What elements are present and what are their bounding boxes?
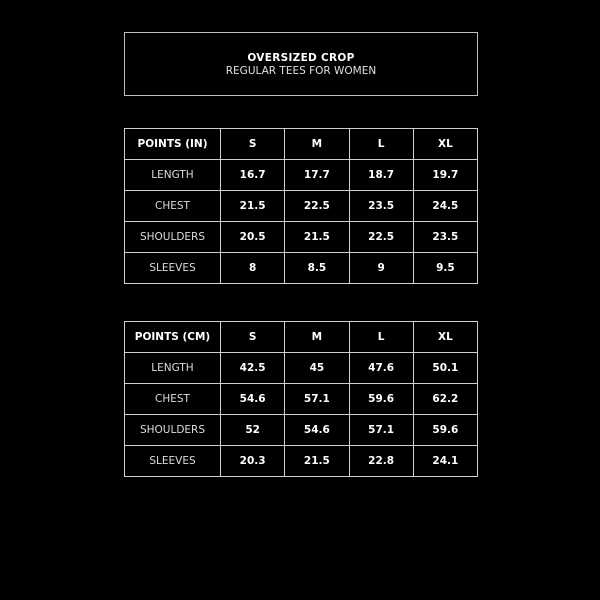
- header-row: POINTS (IN) S M L XL: [124, 128, 479, 160]
- size-header: M: [284, 128, 350, 160]
- measurement-value: 18.7: [348, 159, 414, 191]
- table-row: LENGTH 42.5 45 47.6 50.1: [124, 352, 479, 384]
- table-row: CHEST 54.6 57.1 59.6 62.2: [124, 383, 479, 415]
- measurement-label: SLEEVES: [124, 252, 221, 284]
- header-row: POINTS (CM) S M L XL: [124, 321, 479, 353]
- measurement-value: 8.5: [284, 252, 350, 284]
- points-header: POINTS (CM): [124, 321, 221, 353]
- measurement-value: 24.5: [412, 190, 479, 222]
- size-header: M: [284, 321, 350, 353]
- measurement-value: 47.6: [348, 352, 414, 384]
- measurement-value: 20.3: [219, 445, 286, 477]
- measurement-value: 54.6: [219, 383, 286, 415]
- size-header: L: [348, 321, 414, 353]
- measurement-value: 22.5: [284, 190, 350, 222]
- measurement-value: 57.1: [284, 383, 350, 415]
- table-row: SHOULDERS 20.5 21.5 22.5 23.5: [124, 221, 479, 253]
- measurement-label: LENGTH: [124, 352, 221, 384]
- measurement-value: 54.6: [284, 414, 350, 446]
- measurement-value: 59.6: [412, 414, 479, 446]
- measurement-label: CHEST: [124, 190, 221, 222]
- table-row: SHOULDERS 52 54.6 57.1 59.6: [124, 414, 479, 446]
- measurement-value: 22.8: [348, 445, 414, 477]
- measurement-value: 42.5: [219, 352, 286, 384]
- measurement-value: 24.1: [412, 445, 479, 477]
- measurement-label: CHEST: [124, 383, 221, 415]
- measurement-value: 23.5: [412, 221, 479, 253]
- size-header: L: [348, 128, 414, 160]
- measurement-value: 59.6: [348, 383, 414, 415]
- measurement-value: 23.5: [348, 190, 414, 222]
- measurement-value: 52: [219, 414, 286, 446]
- measurement-label: LENGTH: [124, 159, 221, 191]
- measurement-label: SLEEVES: [124, 445, 221, 477]
- measurement-value: 20.5: [219, 221, 286, 253]
- measurement-label: SHOULDERS: [124, 414, 221, 446]
- measurement-value: 62.2: [412, 383, 479, 415]
- measurement-label: SHOULDERS: [124, 221, 221, 253]
- table-row: CHEST 21.5 22.5 23.5 24.5: [124, 190, 479, 222]
- measurement-value: 9: [348, 252, 414, 284]
- size-header: S: [219, 321, 286, 353]
- size-header: S: [219, 128, 286, 160]
- size-header: XL: [412, 128, 479, 160]
- table-row: LENGTH 16.7 17.7 18.7 19.7: [124, 159, 479, 191]
- table-row: SLEEVES 8 8.5 9 9.5: [124, 252, 479, 284]
- size-header: XL: [412, 321, 479, 353]
- chart-title: OVERSIZED CROP: [247, 51, 355, 64]
- measurement-value: 45: [284, 352, 350, 384]
- measurement-value: 17.7: [284, 159, 350, 191]
- size-table-inches: POINTS (IN) S M L XL LENGTH 16.7 17.7 18.7 19.7 CH…: [124, 128, 479, 284]
- table-row: SLEEVES 20.3 21.5 22.8 24.1: [124, 445, 479, 477]
- size-table-cm: POINTS (CM) S M L XL LENGTH 42.5 45 47.6 50.1 CHES…: [124, 321, 479, 477]
- title-box: OVERSIZED CROP REGULAR TEES FOR WOMEN: [124, 32, 478, 96]
- measurement-value: 19.7: [412, 159, 479, 191]
- measurement-value: 21.5: [219, 190, 286, 222]
- measurement-value: 8: [219, 252, 286, 284]
- measurement-value: 9.5: [412, 252, 479, 284]
- measurement-value: 16.7: [219, 159, 286, 191]
- points-header: POINTS (IN): [124, 128, 221, 160]
- measurement-value: 21.5: [284, 445, 350, 477]
- measurement-value: 21.5: [284, 221, 350, 253]
- measurement-value: 22.5: [348, 221, 414, 253]
- measurement-value: 57.1: [348, 414, 414, 446]
- chart-subtitle: REGULAR TEES FOR WOMEN: [225, 64, 377, 77]
- measurement-value: 50.1: [412, 352, 479, 384]
